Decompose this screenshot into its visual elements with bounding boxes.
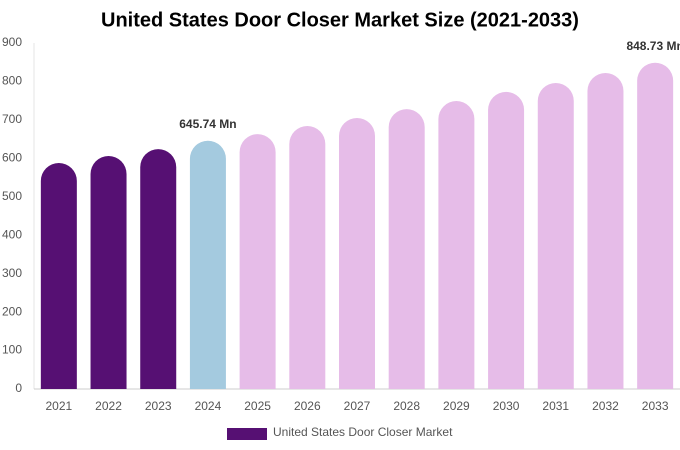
x-tick-label: 2031 <box>542 399 569 413</box>
y-tick-label: 0 <box>15 381 22 395</box>
bar <box>488 91 525 389</box>
chart-title: United States Door Closer Market Size (2… <box>101 9 579 31</box>
y-tick-label: 900 <box>2 35 22 49</box>
x-tick-label: 2022 <box>95 399 122 413</box>
y-tick-label: 600 <box>2 151 22 165</box>
bar <box>189 140 226 389</box>
legend-swatch <box>227 428 267 440</box>
y-tick-label: 500 <box>2 189 22 203</box>
bar <box>438 101 475 389</box>
y-tick-label: 300 <box>2 266 22 280</box>
x-tick-label: 2032 <box>592 399 619 413</box>
x-tick-label: 2021 <box>45 399 72 413</box>
bar <box>339 117 375 389</box>
x-tick-label: 2029 <box>443 399 470 413</box>
x-tick-label: 2024 <box>195 399 222 413</box>
bar <box>239 134 276 389</box>
y-tick-label: 200 <box>2 304 22 318</box>
value-label: 645.74 Mn <box>179 117 236 131</box>
y-tick-label: 400 <box>2 227 22 241</box>
legend-label: United States Door Closer Market <box>273 425 453 439</box>
x-tick-label: 2023 <box>145 399 172 413</box>
y-tick-label: 100 <box>2 343 22 357</box>
bar <box>537 82 574 389</box>
bar <box>587 72 624 389</box>
y-tick-label: 700 <box>2 112 22 126</box>
x-tick-label: 2025 <box>244 399 271 413</box>
x-tick-label: 2027 <box>344 399 371 413</box>
bar <box>289 126 326 390</box>
bar <box>637 62 674 389</box>
y-tick-label: 800 <box>2 74 22 88</box>
x-tick-label: 2030 <box>493 399 520 413</box>
bar <box>388 109 425 389</box>
bar <box>140 149 177 389</box>
x-tick-label: 2033 <box>642 399 669 413</box>
bar <box>40 162 77 389</box>
x-tick-label: 2026 <box>294 399 321 413</box>
x-tick-label: 2028 <box>393 399 420 413</box>
value-label: 848.73 Mn <box>626 39 680 53</box>
bar <box>90 156 127 389</box>
